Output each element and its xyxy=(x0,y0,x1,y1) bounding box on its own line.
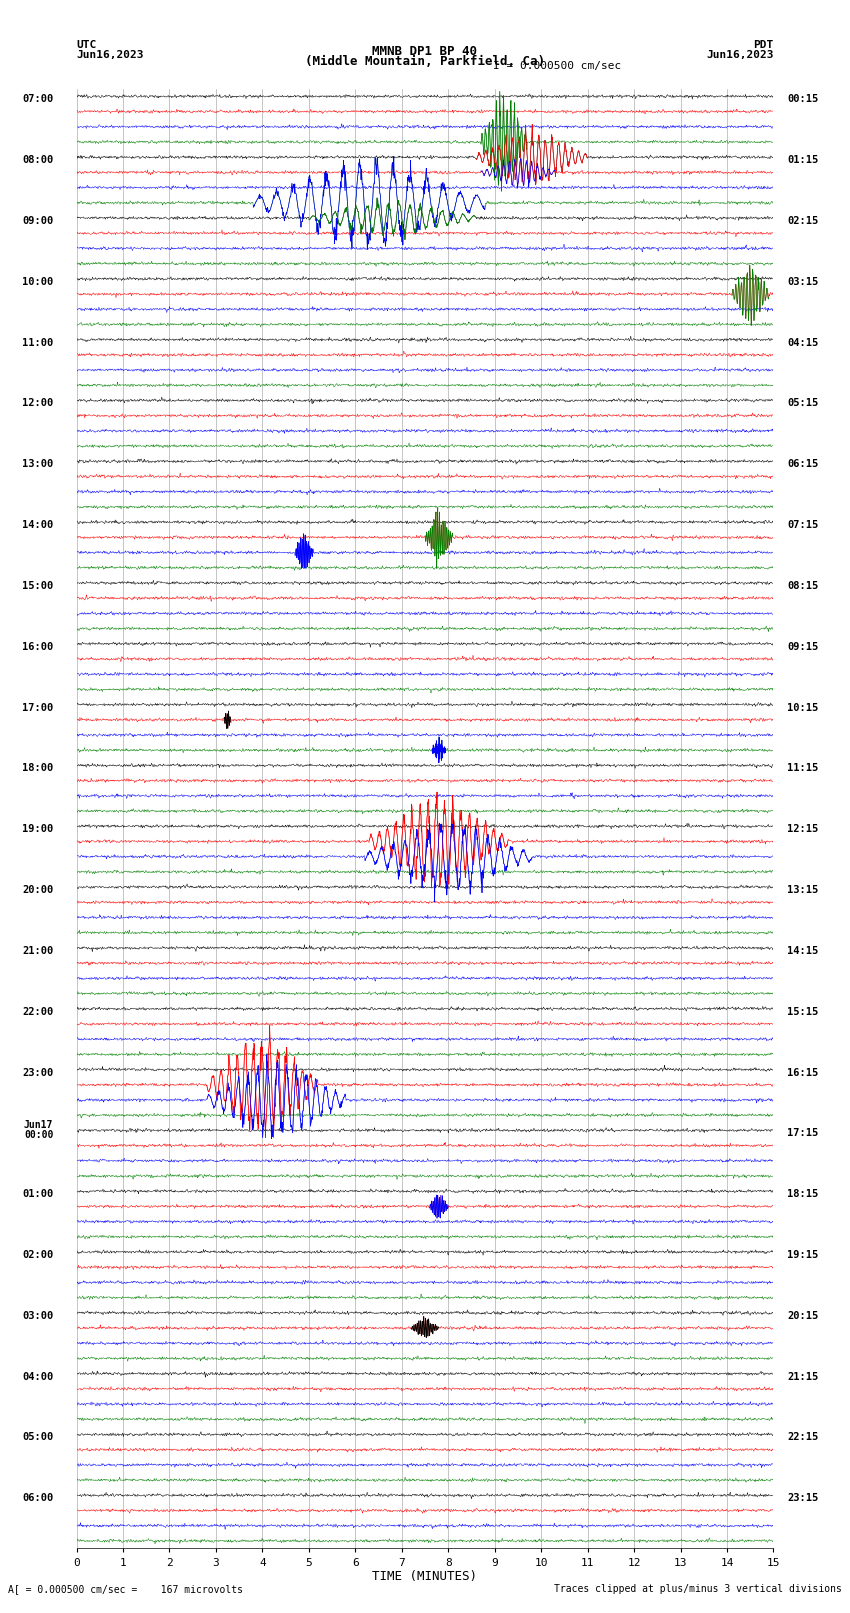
Text: 23:00: 23:00 xyxy=(22,1068,54,1077)
Text: 12:15: 12:15 xyxy=(787,824,819,834)
Text: 22:15: 22:15 xyxy=(787,1432,819,1442)
Text: 13:00: 13:00 xyxy=(22,460,54,469)
Text: Jun17: Jun17 xyxy=(24,1121,54,1131)
Text: 01:15: 01:15 xyxy=(787,155,819,165)
Text: PDT: PDT xyxy=(753,40,774,50)
Text: Jun16,2023: Jun16,2023 xyxy=(76,50,144,60)
Text: 12:00: 12:00 xyxy=(22,398,54,408)
Text: 00:00: 00:00 xyxy=(24,1131,54,1140)
Text: 18:00: 18:00 xyxy=(22,763,54,773)
Text: 07:15: 07:15 xyxy=(787,519,819,531)
Text: 16:00: 16:00 xyxy=(22,642,54,652)
Text: (Middle Mountain, Parkfield, Ca): (Middle Mountain, Parkfield, Ca) xyxy=(305,55,545,68)
Text: 18:15: 18:15 xyxy=(787,1189,819,1198)
Text: 05:00: 05:00 xyxy=(22,1432,54,1442)
Text: 03:00: 03:00 xyxy=(22,1311,54,1321)
Text: 15:15: 15:15 xyxy=(787,1007,819,1016)
Text: 10:00: 10:00 xyxy=(22,277,54,287)
Text: 16:15: 16:15 xyxy=(787,1068,819,1077)
Text: 14:00: 14:00 xyxy=(22,519,54,531)
Text: 19:15: 19:15 xyxy=(787,1250,819,1260)
Text: 15:00: 15:00 xyxy=(22,581,54,590)
Text: 19:00: 19:00 xyxy=(22,824,54,834)
Text: 21:00: 21:00 xyxy=(22,945,54,957)
Text: 08:15: 08:15 xyxy=(787,581,819,590)
Text: 02:00: 02:00 xyxy=(22,1250,54,1260)
Text: 10:15: 10:15 xyxy=(787,703,819,713)
Text: 08:00: 08:00 xyxy=(22,155,54,165)
Text: 17:15: 17:15 xyxy=(787,1129,819,1139)
Text: A[ = 0.000500 cm/sec =    167 microvolts: A[ = 0.000500 cm/sec = 167 microvolts xyxy=(8,1584,243,1594)
Text: 05:15: 05:15 xyxy=(787,398,819,408)
Text: 09:15: 09:15 xyxy=(787,642,819,652)
Text: 00:15: 00:15 xyxy=(787,94,819,105)
Text: 09:00: 09:00 xyxy=(22,216,54,226)
Text: 11:00: 11:00 xyxy=(22,337,54,348)
Text: 20:00: 20:00 xyxy=(22,886,54,895)
Text: 20:15: 20:15 xyxy=(787,1311,819,1321)
Text: 13:15: 13:15 xyxy=(787,886,819,895)
Text: Jun16,2023: Jun16,2023 xyxy=(706,50,774,60)
Text: 02:15: 02:15 xyxy=(787,216,819,226)
Text: 23:15: 23:15 xyxy=(787,1494,819,1503)
Text: 07:00: 07:00 xyxy=(22,94,54,105)
Text: 22:00: 22:00 xyxy=(22,1007,54,1016)
X-axis label: TIME (MINUTES): TIME (MINUTES) xyxy=(372,1571,478,1584)
Text: 03:15: 03:15 xyxy=(787,277,819,287)
Text: Traces clipped at plus/minus 3 vertical divisions: Traces clipped at plus/minus 3 vertical … xyxy=(553,1584,842,1594)
Text: 04:00: 04:00 xyxy=(22,1371,54,1382)
Text: UTC: UTC xyxy=(76,40,97,50)
Text: 04:15: 04:15 xyxy=(787,337,819,348)
Text: 21:15: 21:15 xyxy=(787,1371,819,1382)
Text: 14:15: 14:15 xyxy=(787,945,819,957)
Text: 06:00: 06:00 xyxy=(22,1494,54,1503)
Text: MMNB DP1 BP 40: MMNB DP1 BP 40 xyxy=(372,45,478,58)
Text: 01:00: 01:00 xyxy=(22,1189,54,1198)
Text: 11:15: 11:15 xyxy=(787,763,819,773)
Text: I = 0.000500 cm/sec: I = 0.000500 cm/sec xyxy=(493,61,621,71)
Text: 06:15: 06:15 xyxy=(787,460,819,469)
Text: 17:00: 17:00 xyxy=(22,703,54,713)
